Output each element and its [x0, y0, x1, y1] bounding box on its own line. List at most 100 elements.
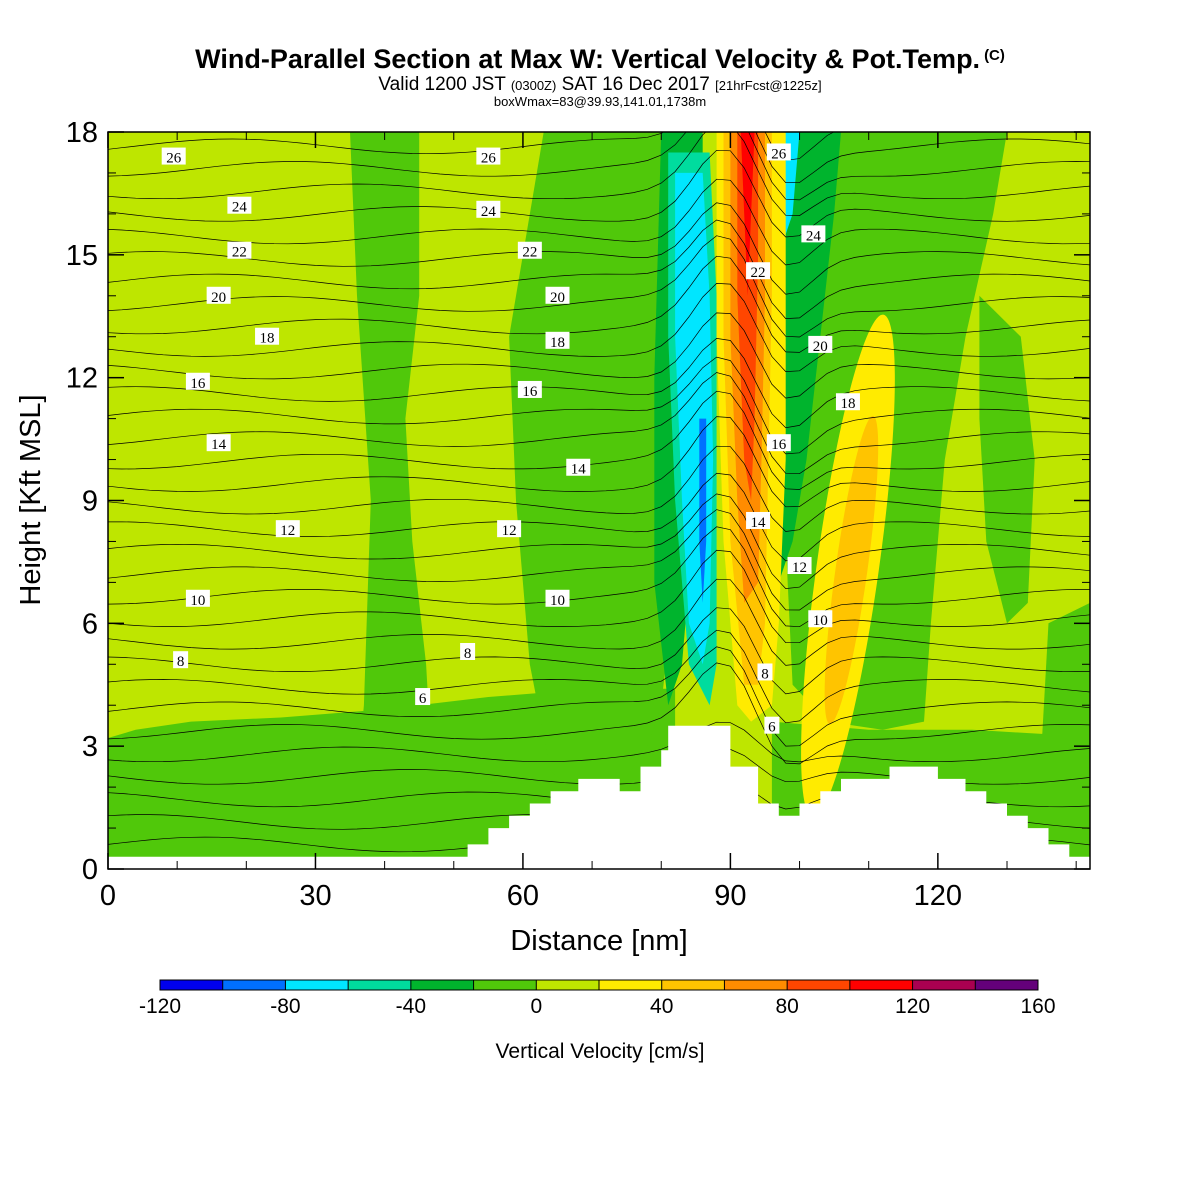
x-tick-label: 0: [100, 880, 116, 912]
theta-label-text: 16: [522, 384, 538, 400]
theta-contour-labels: 26 24 22 20 18 16 14 12 10 8 26 24 22 20 18 16 14 12 10 8 6 2…: [161, 143, 860, 736]
theta-label-text: 8: [761, 666, 769, 682]
colorbar-swatch: [285, 980, 349, 990]
theta-label-text: 14: [571, 462, 587, 478]
downdraft-extreme-core: [699, 418, 707, 603]
theta-label: 12: [275, 520, 300, 539]
theta-label-text: 6: [419, 691, 427, 707]
theta-label-background: [185, 589, 210, 607]
updraft-column-peak: [740, 132, 755, 296]
theta-label-background: [808, 335, 833, 353]
theta-label-background: [206, 286, 231, 304]
theta-contour: [108, 338, 1090, 429]
theta-contour: [108, 578, 1090, 666]
theta-label: 22: [227, 241, 252, 261]
theta-label-text: 24: [806, 228, 822, 244]
x-axis: 0 30 60 90 120: [100, 132, 1077, 912]
theta-label-text: 14: [211, 437, 227, 453]
theta-label-background: [801, 225, 826, 243]
theta-label: 26: [161, 147, 186, 167]
theta-label: 18: [835, 393, 860, 412]
theta-label: 10: [185, 589, 210, 609]
theta-label-text: 10: [190, 593, 205, 609]
theta-label-background: [766, 143, 791, 161]
theta-contour: [108, 372, 1090, 475]
theta-contour: [108, 356, 1090, 455]
theta-label: 26: [476, 147, 501, 167]
theta-label-text: 18: [260, 331, 275, 347]
theta-label-text: 8: [177, 654, 185, 670]
theta-label: 24: [227, 196, 252, 216]
theta-label-text: 18: [550, 335, 565, 351]
theta-label: 24: [476, 200, 501, 220]
theta-label-background: [460, 642, 476, 660]
theta-label: 22: [746, 262, 771, 281]
theta-label-background: [476, 147, 501, 165]
colorbar-tick-label: 160: [1020, 995, 1055, 1018]
theta-label-text: 26: [481, 151, 497, 167]
terrain-mask: [108, 725, 1090, 869]
theta-label: 8: [460, 642, 476, 662]
colorbar: -120 -80 -40 0 40 80 120 160: [139, 979, 1056, 1018]
theta-contour: [108, 509, 1090, 611]
theta-label-background: [206, 434, 231, 452]
theta-label-background: [185, 372, 210, 390]
theta-contour: [108, 445, 1090, 532]
y-tick-label: 9: [82, 486, 98, 518]
theta-label: 6: [764, 716, 780, 736]
theta-label-background: [764, 716, 780, 734]
theta-label-background: [545, 331, 570, 349]
theta-label-text: 24: [481, 204, 497, 220]
box-wmax-label: boxWmax=83@39.93,141.01,1738m: [493, 94, 707, 109]
theta-label-text: 16: [771, 437, 787, 453]
theta-label-background: [517, 241, 542, 259]
colorbar-swatch: [787, 980, 851, 990]
theta-label-text: 14: [751, 515, 767, 531]
colorbar-tick-label: 40: [650, 995, 673, 1018]
colorbar-swatch: [724, 980, 788, 990]
theta-label-background: [766, 434, 791, 452]
theta-label-text: 18: [840, 396, 855, 412]
theta-contour: [108, 662, 1090, 765]
theta-label: 24: [801, 225, 826, 244]
colorbar-swatch: [160, 980, 224, 990]
theta-label-text: 12: [792, 560, 807, 576]
colorbar-swatch: [975, 980, 1039, 990]
theta-contour: [108, 132, 1090, 184]
theta-contour: [108, 629, 1090, 724]
theta-label-background: [227, 241, 252, 259]
theta-label-text: 16: [190, 376, 206, 392]
theta-label: 10: [545, 589, 570, 609]
y-tick-label: 15: [66, 240, 98, 272]
theta-label-text: 10: [813, 613, 828, 629]
theta-contour: [108, 132, 1090, 201]
theta-contour: [108, 283, 1090, 372]
theta-label: 12: [787, 557, 812, 576]
theta-label-background: [787, 557, 812, 575]
theta-label-background: [255, 327, 280, 345]
theta-contour: [108, 493, 1090, 589]
theta-label: 10: [808, 610, 833, 629]
colorbar-swatch: [222, 980, 286, 990]
colorbar-swatch: [348, 980, 412, 990]
theta-label-background: [517, 380, 542, 398]
theta-label-text: 12: [502, 523, 517, 539]
x-tick-label: 60: [507, 880, 539, 912]
y-tick-label: 18: [66, 117, 98, 149]
theta-label-text: 24: [232, 200, 248, 216]
y-tick-label: 3: [82, 731, 98, 763]
colorbar-tick-label: 0: [530, 995, 542, 1018]
chart-subtitle: Valid 1200 JST (0300Z) SAT 16 Dec 2017 […: [378, 74, 822, 95]
theta-label: 14: [206, 434, 231, 453]
downdraft-moderate-east: [771, 132, 841, 583]
theta-label: 14: [746, 511, 771, 531]
theta-label-background: [808, 610, 833, 628]
theta-contour: [108, 526, 1090, 628]
theta-label-background: [415, 688, 431, 706]
theta-label: 14: [566, 458, 591, 478]
y-tick-label: 12: [66, 363, 98, 395]
colorbar-swatch: [849, 980, 914, 990]
theta-label: 16: [185, 372, 210, 392]
